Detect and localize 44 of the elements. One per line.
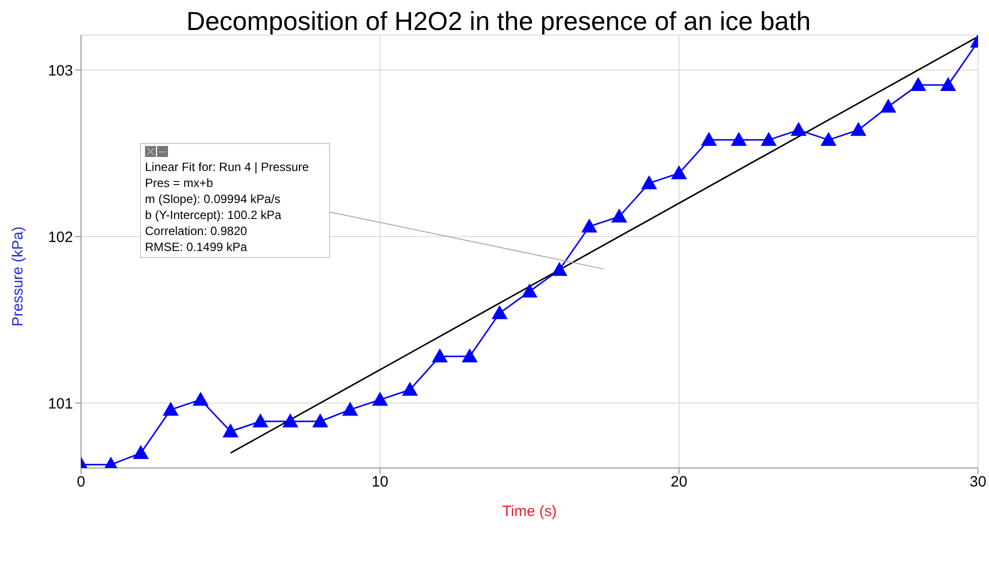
point [850,122,866,136]
chart-title: Decomposition of H2O2 in the presence of an ice bath [185,6,812,37]
y-tick-label: 102 [48,228,73,246]
point [730,132,747,146]
y-axis-title: Pressure (kPa) [10,226,26,327]
point [462,348,478,362]
point [522,283,538,298]
annotation: m (Slope): 0.09994 kPa/s [145,191,282,207]
point [551,262,568,276]
point [252,413,268,428]
point [492,305,508,320]
x-tick-label: 20 [670,474,688,491]
point [671,165,687,180]
annotation: Linear Fit for: Run 4 | Pressure [145,159,310,175]
point [581,218,598,233]
point [700,132,717,146]
point [132,445,149,460]
point [402,382,418,396]
point [312,413,328,428]
point [372,392,388,406]
point [760,132,777,146]
point [641,175,658,190]
annotation: Correlation: 0.9820 [145,223,248,239]
point [910,76,926,91]
x-tick-label: 0 [76,474,86,491]
point [222,423,238,438]
x-tick-label: 30 [970,474,986,491]
annotation: b (Y-Intercept): 100.2 kPa [145,207,282,223]
point [282,413,298,428]
point [192,392,209,406]
point [790,122,807,136]
point [432,348,448,362]
y-tick-label: 101 [48,395,73,412]
point [820,132,836,146]
point [162,402,179,416]
annotation: RMSE: 0.1499 kPa [145,239,248,255]
x-tick-label: 10 [372,474,388,491]
y-tick-label: 103 [48,62,73,80]
point [940,76,956,91]
point [880,98,896,113]
point [611,208,628,223]
x-axis-title: Time (s) [502,503,557,520]
point [342,402,358,416]
annotation: Pres = mx+b [145,175,214,191]
